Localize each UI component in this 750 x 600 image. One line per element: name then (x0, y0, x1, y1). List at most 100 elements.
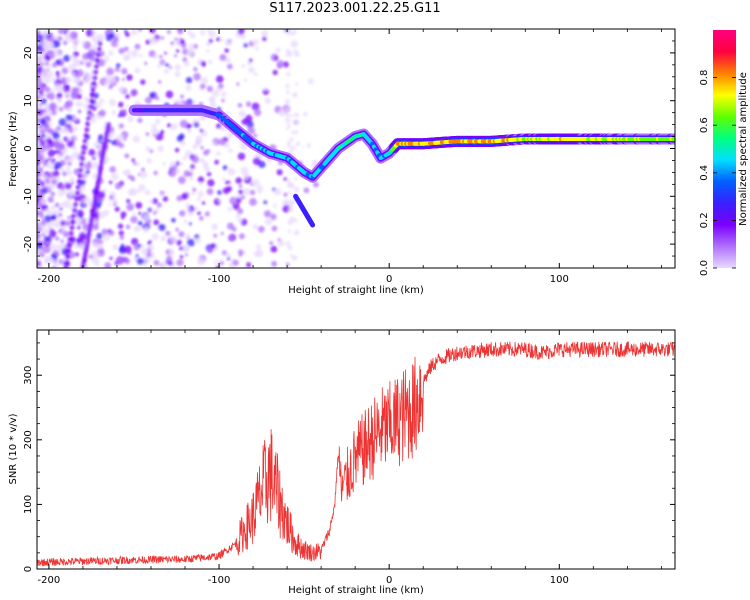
heatmap-noise-blob (193, 73, 201, 81)
snr-ylabel: SNR (10 * v/v) (8, 413, 19, 484)
heatmap-noise-blob (124, 258, 131, 265)
heatmap-noise-blob (70, 92, 78, 100)
heatmap-noise-blob (69, 177, 75, 183)
heatmap-noise-blob (160, 235, 167, 242)
heatmap-noise-blob (54, 161, 62, 170)
heatmap-noise-blob (253, 108, 262, 117)
heatmap-noise-blob (96, 145, 100, 149)
heatmap-noise-blob (185, 202, 190, 207)
heatmap-noise-blob (96, 242, 104, 250)
heatmap-noise-blob (179, 246, 184, 251)
heatmap-noise-blob (153, 54, 158, 59)
heatmap-noise-blob (50, 191, 56, 197)
snr-xlabel: Height of straight line (km) (288, 585, 424, 596)
heatmap-noise-blob (66, 155, 75, 163)
heatmap-streak-blob (89, 92, 95, 98)
heatmap-noise-blob (142, 213, 150, 221)
heatmap-noise-blob (72, 44, 78, 50)
heatmap-noise-blob (39, 214, 45, 219)
heatmap-noise-blob (71, 125, 78, 132)
heatmap-noise-blob (175, 169, 181, 175)
heatmap-noise-blob (294, 112, 299, 117)
heatmap-noise-blob (287, 245, 293, 251)
heatmap-noise-blob (108, 76, 117, 84)
heatmap-noise-blob (66, 100, 74, 107)
heatmap-noise-blob (45, 208, 53, 216)
heatmap-noise-blob (116, 134, 124, 142)
heatmap-noise-blob (270, 213, 277, 221)
heatmap-noise-blob (92, 30, 97, 36)
heatmap-noise-blob (206, 188, 214, 195)
heatmap-noise-blob (42, 58, 48, 64)
heatmap-noise-blob (149, 199, 153, 204)
heatmap-noise-blob (64, 220, 71, 227)
heatmap-noise-blob (94, 216, 100, 222)
heatmap-streak-blob (81, 144, 87, 150)
heatmap-streak-blob (88, 98, 94, 104)
heatmap-noise-blob (43, 174, 48, 180)
heatmap-noise-blob (290, 40, 299, 49)
heatmap-noise-blob (44, 236, 51, 243)
heatmap-noise-blob (290, 254, 294, 259)
heatmap-noise-blob (284, 98, 291, 105)
heatmap-noise-blob (85, 264, 89, 268)
heatmap-noise-blob (285, 113, 290, 118)
heatmap-noise-blob (229, 196, 238, 205)
heatmap-noise-blob (269, 241, 274, 246)
heatmap-noise-blob (221, 98, 225, 103)
heatmap-noise-blob (91, 105, 97, 111)
heatmap-noise-blob (264, 217, 273, 226)
heatmap-noise-blob (134, 67, 141, 74)
heatmap-noise-blob (285, 90, 290, 95)
heatmap-noise-blob (106, 67, 115, 76)
heatmap-noise-blob (138, 29, 143, 32)
heatmap-noise-blob (125, 32, 131, 38)
heatmap-noise-blob (75, 101, 81, 107)
heatmap-noise-blob (293, 218, 298, 223)
heatmap-noise-blob (130, 237, 139, 246)
heatmap-noise-blob (45, 55, 51, 61)
heatmap-noise-blob (227, 167, 236, 176)
heatmap-noise-blob (191, 155, 200, 164)
heatmap-noise-blob (93, 43, 97, 47)
heatmap-noise-blob (181, 244, 190, 253)
heatmap-noise-blob (285, 127, 289, 131)
snr-ticks: -200 -100 0 100 0 100 200 300 (23, 330, 675, 586)
heatmap-noise-blob (137, 243, 142, 248)
heatmap-noise-blob (171, 165, 178, 171)
heatmap-noise-blob (227, 206, 233, 212)
heatmap-noise-blob (101, 228, 108, 235)
heatmap-noise-blob (211, 223, 218, 231)
heatmap-noise-blob (135, 254, 139, 258)
heatmap-noise-blob (129, 175, 135, 181)
heatmap-noise-blob (173, 54, 178, 58)
heatmap-noise-blob (199, 157, 206, 164)
heatmap-noise-blob (193, 67, 198, 72)
heatmap-noise-blob (109, 166, 116, 173)
heatmap-noise-blob (185, 76, 193, 84)
heatmap-noise-blob (286, 143, 291, 148)
spectrogram-xtick-label: -200 (38, 274, 61, 285)
heatmap-noise-blob (220, 38, 224, 42)
heatmap-noise-blob (125, 224, 131, 230)
heatmap-noise-blob (89, 116, 97, 124)
heatmap-noise-blob (182, 156, 187, 161)
heatmap-noise-blob (126, 203, 135, 211)
heatmap-noise-blob (195, 122, 199, 126)
heatmap-streak-blob (82, 138, 88, 144)
heatmap-noise-blob (303, 187, 310, 194)
heatmap-noise-blob (247, 61, 252, 66)
heatmap-noise-blob (40, 205, 45, 210)
heatmap-noise-blob (50, 109, 57, 116)
heatmap-noise-blob (282, 61, 290, 68)
heatmap-noise-blob (188, 169, 194, 174)
heatmap-noise-blob (56, 98, 62, 104)
heatmap-noise-blob (292, 119, 299, 126)
spectrogram-ytick-label: 20 (23, 47, 34, 60)
heatmap-noise-blob (255, 244, 262, 250)
heatmap-noise-blob (159, 54, 163, 59)
heatmap-noise-blob (51, 77, 56, 83)
heatmap-noise-blob (226, 63, 233, 70)
heatmap-noise-blob (103, 209, 110, 216)
snr-xtick-label: 0 (386, 575, 392, 586)
